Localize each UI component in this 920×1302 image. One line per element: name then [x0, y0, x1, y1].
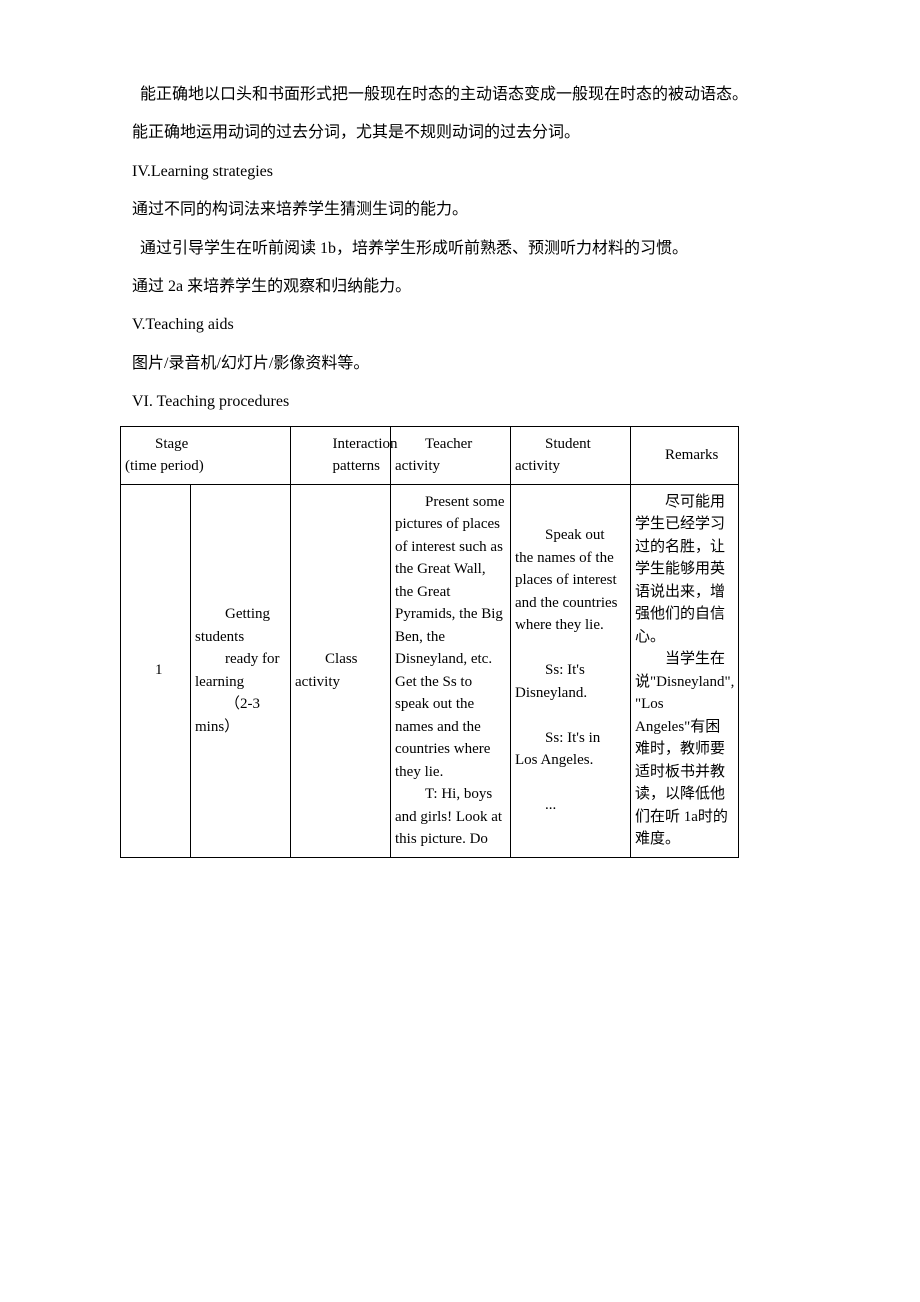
header-interaction: Interaction patterns [291, 426, 391, 484]
header-text: Interaction [295, 433, 386, 456]
header-text: Teacher activity [395, 433, 506, 478]
cell-text: Ss: It's in Los Angeles. [515, 727, 626, 772]
cell-text: T: Hi, boys and girls! Look at this pict… [395, 783, 506, 851]
section-heading: IV.Learning strategies [100, 157, 820, 187]
table-header-row: Stage (time period) Interaction patterns… [121, 426, 739, 484]
cell-text: Class activity [295, 648, 386, 693]
header-text: patterns [295, 455, 386, 478]
header-teacher: Teacher activity [391, 426, 511, 484]
section-heading: VI. Teaching procedures [100, 387, 820, 417]
paragraph: 通过不同的构词法来培养学生猜测生词的能力。 [100, 195, 820, 225]
header-text: (time period) [125, 455, 286, 478]
paragraph: 能正确地运用动词的过去分词，尤其是不规则动词的过去分词。 [100, 118, 820, 148]
cell-interaction: Class activity [291, 484, 391, 857]
cell-text: ready for learning [195, 648, 286, 693]
paragraph: 能正确地以口头和书面形式把一般现在时态的主动语态变成一般现在时态的被动语态。 [100, 80, 820, 110]
cell-text: 当学生在说"Disneyland", "Los Angeles"有困难时，教师要… [635, 648, 734, 851]
cell-text: Present some pictures of places of inter… [395, 491, 506, 784]
paragraph: 图片/录音机/幻灯片/影像资料等。 [100, 349, 820, 379]
cell-stage-num: 1 [121, 484, 191, 857]
cell-text [515, 704, 626, 727]
header-text: Student activity [515, 433, 626, 478]
cell-text [515, 637, 626, 660]
cell-teacher: Present some pictures of places of inter… [391, 484, 511, 857]
section-heading: V.Teaching aids [100, 310, 820, 340]
header-remarks: Remarks [631, 426, 739, 484]
cell-remarks: 尽可能用学生已经学习过的名胜，让学生能够用英语说出来，增强他们的自信心。 当学生… [631, 484, 739, 857]
cell-text [515, 772, 626, 795]
header-text: Stage [125, 433, 286, 456]
cell-student: Speak out the names of the places of int… [511, 484, 631, 857]
cell-stage-desc: Getting students ready for learning （2-3… [191, 484, 291, 857]
cell-text: ... [515, 794, 626, 817]
paragraph: 通过引导学生在听前阅读 1b，培养学生形成听前熟悉、预测听力材料的习惯。 [100, 234, 820, 264]
cell-text: Speak out the names of the places of int… [515, 524, 626, 637]
header-student: Student activity [511, 426, 631, 484]
header-text: Remarks [635, 444, 734, 467]
procedures-table: Stage (time period) Interaction patterns… [120, 426, 739, 858]
table-row: 1 Getting students ready for learning （2… [121, 484, 739, 857]
paragraph: 通过 2a 来培养学生的观察和归纳能力。 [100, 272, 820, 302]
cell-text: Ss: It's Disneyland. [515, 659, 626, 704]
cell-text: （2-3 mins） [195, 693, 286, 738]
cell-text: Getting students [195, 603, 286, 648]
header-stage: Stage (time period) [121, 426, 291, 484]
cell-text: 尽可能用学生已经学习过的名胜，让学生能够用英语说出来，增强他们的自信心。 [635, 491, 734, 649]
cell-text: 1 [125, 659, 186, 682]
